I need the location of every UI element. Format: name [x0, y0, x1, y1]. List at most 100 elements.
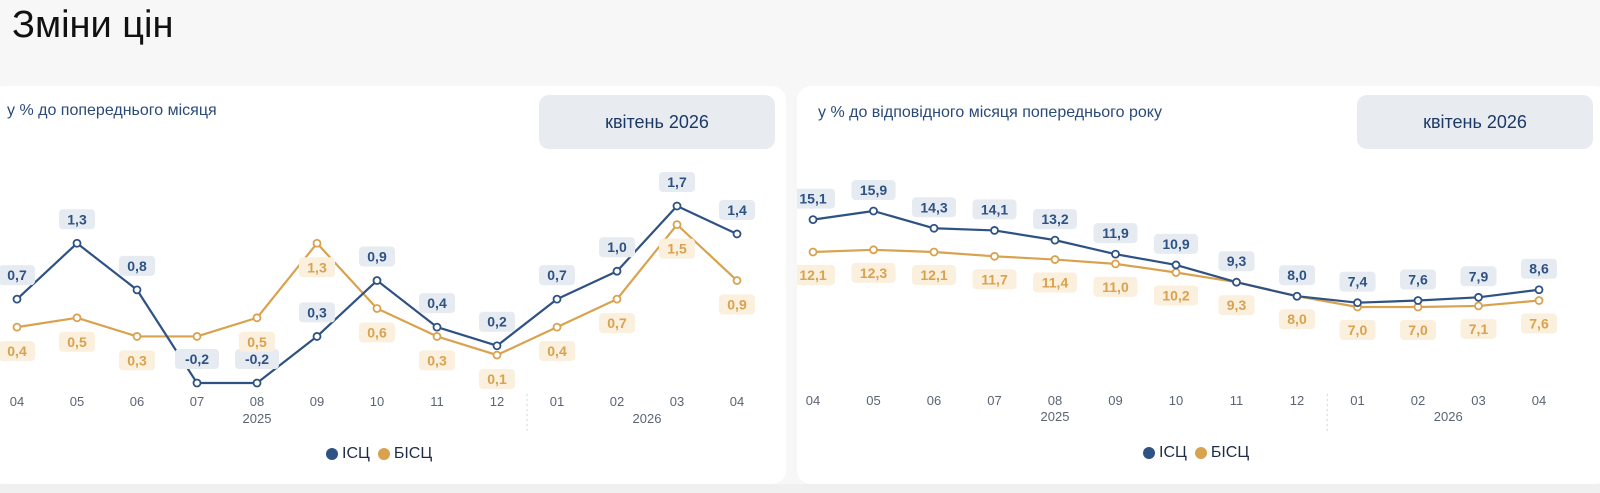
data-point-cpi [612, 266, 622, 276]
data-label-cpi: 8,0 [1279, 265, 1315, 286]
svg-text:0,7: 0,7 [547, 267, 567, 283]
data-point-core [1171, 268, 1181, 277]
data-point-cpi [12, 294, 22, 304]
data-label-core: 12,1 [797, 264, 835, 285]
data-point-cpi [312, 332, 322, 341]
data-label-core: 12,3 [851, 262, 896, 283]
year-label: 2026 [1434, 409, 1463, 424]
data-label-core: 8,0 [1279, 309, 1315, 330]
period-select-button[interactable]: квітень 2026 [1357, 95, 1593, 149]
svg-text:7,9: 7,9 [1469, 268, 1489, 284]
svg-text:0,4: 0,4 [7, 343, 27, 359]
data-point-core [12, 322, 22, 332]
svg-text:7,6: 7,6 [1408, 272, 1428, 288]
chart-card-yearly: у % до відповідного місяця попереднього … [797, 86, 1600, 484]
data-point-cpi [672, 201, 682, 211]
svg-text:8,0: 8,0 [1287, 267, 1307, 283]
data-label-core: 12,1 [912, 264, 956, 285]
legend-item-core[interactable]: БІСЦ [377, 445, 432, 463]
x-tick-label: 08 [1048, 393, 1062, 408]
data-label-cpi: -0,2 [175, 349, 219, 369]
data-label-core: 1,3 [299, 257, 335, 278]
chart-monthly: 04 05 06 07 08 09 10 11 12 01 02 03 04 2025 2026 0,7 1,3… [0, 172, 755, 431]
data-label-core: 1,5 [659, 238, 695, 259]
svg-text:0,7: 0,7 [607, 315, 627, 331]
chart-legend: ІСЦ БІСЦ [326, 445, 432, 463]
svg-text:1,7: 1,7 [667, 174, 687, 190]
legend-dot-core [377, 448, 390, 460]
svg-text:10,2: 10,2 [1162, 287, 1189, 303]
legend-item-cpi[interactable]: ІСЦ [326, 445, 370, 463]
data-label-cpi: 7,4 [1339, 271, 1376, 292]
x-tick-label: 04 [730, 394, 744, 409]
data-label-cpi: 0,4 [419, 293, 455, 314]
data-point-core [990, 251, 999, 261]
x-tick-label: 02 [1411, 393, 1425, 408]
data-point-cpi [1292, 291, 1302, 301]
svg-text:13,2: 13,2 [1041, 211, 1068, 227]
x-tick-label: 03 [670, 394, 684, 409]
data-point-core [252, 313, 262, 323]
data-point-cpi [192, 378, 202, 388]
data-point-core [732, 276, 742, 285]
x-tick-label: 11 [1230, 393, 1244, 408]
svg-text:9,3: 9,3 [1227, 297, 1247, 313]
legend-item-core[interactable]: БІСЦ [1194, 444, 1250, 462]
data-point-cpi [1171, 260, 1181, 270]
svg-text:7,4: 7,4 [1348, 274, 1368, 290]
legend-label-cpi: ІСЦ [1159, 444, 1187, 461]
data-label-cpi: 15,9 [851, 180, 896, 200]
period-select-button[interactable]: квітень 2026 [539, 95, 775, 149]
svg-text:0,2: 0,2 [487, 314, 507, 330]
legend-label-cpi: ІСЦ [342, 445, 370, 462]
data-label-core: 7,0 [1400, 320, 1436, 340]
data-point-cpi [1353, 298, 1362, 308]
data-label-core: 0,5 [59, 331, 95, 352]
svg-text:-0,2: -0,2 [245, 351, 269, 367]
data-label-cpi: 0,2 [479, 311, 515, 332]
data-label-core: 0,5 [239, 331, 275, 352]
svg-text:10,9: 10,9 [1162, 236, 1189, 252]
legend-dot-cpi [1143, 447, 1155, 459]
data-label-core: 11,7 [972, 269, 1017, 290]
legend-dot-core [1194, 447, 1207, 459]
bottom-strip [0, 484, 1600, 493]
data-point-cpi [990, 226, 999, 235]
legend-item-cpi[interactable]: ІСЦ [1143, 444, 1187, 462]
chart-legend: ІСЦ БІСЦ [1143, 444, 1249, 462]
data-label-cpi: 0,7 [0, 265, 35, 286]
data-point-core [192, 332, 202, 341]
data-label-core: 10,2 [1154, 285, 1198, 306]
x-tick-label: 07 [987, 393, 1001, 408]
x-tick-label: 08 [250, 394, 264, 409]
chart-yearly: 04 05 06 07 08 09 10 11 12 01 02 03 04 2025 2026 15,1 15… [797, 180, 1557, 431]
data-label-cpi: 1,7 [659, 172, 695, 192]
data-point-cpi [432, 322, 442, 332]
year-label: 2026 [633, 411, 662, 426]
data-label-core: 0,3 [119, 350, 155, 371]
data-label-cpi: 7,9 [1460, 266, 1497, 287]
svg-text:11,0: 11,0 [1102, 279, 1129, 295]
svg-text:0,3: 0,3 [127, 352, 147, 368]
data-label-core: 0,3 [419, 350, 455, 371]
svg-text:8,0: 8,0 [1287, 311, 1307, 327]
year-label: 2025 [243, 411, 272, 426]
data-point-cpi [72, 238, 82, 248]
data-point-cpi [252, 378, 262, 388]
data-point-core [372, 304, 382, 313]
data-label-core: 11,0 [1093, 276, 1138, 297]
data-label-cpi: 1,0 [599, 237, 635, 258]
x-tick-label: 05 [70, 394, 84, 409]
svg-text:0,7: 0,7 [7, 267, 27, 283]
data-point-cpi [1534, 285, 1544, 295]
data-point-cpi [869, 206, 878, 216]
svg-text:1,3: 1,3 [307, 259, 327, 275]
data-label-core: 9,3 [1218, 295, 1255, 316]
svg-text:0,8: 0,8 [127, 258, 147, 274]
data-point-core [1534, 296, 1544, 305]
legend-label-core: БІСЦ [1210, 444, 1250, 461]
data-label-core: 11,4 [1033, 272, 1077, 293]
x-tick-label: 01 [550, 394, 564, 409]
data-label-cpi: 14,3 [912, 197, 956, 218]
svg-text:1,5: 1,5 [667, 241, 687, 257]
